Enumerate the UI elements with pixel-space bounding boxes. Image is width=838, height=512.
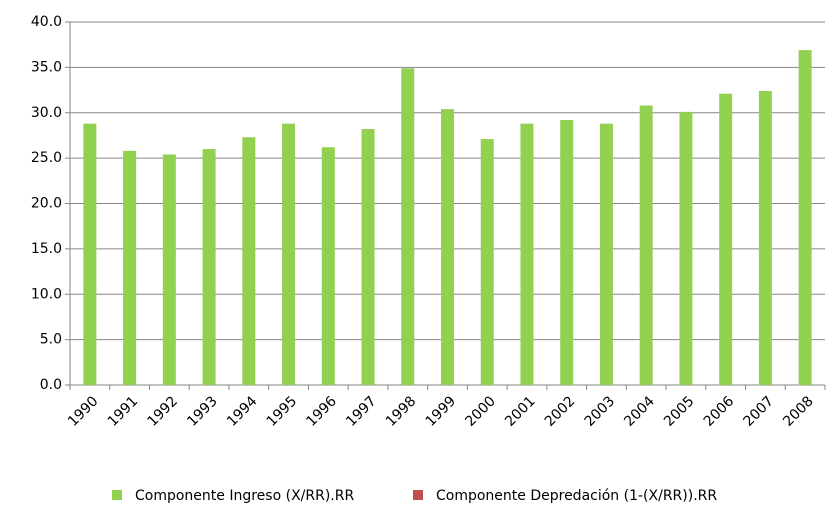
x-tick-label: 2006 (701, 393, 738, 430)
y-tick-label: 20.0 (31, 196, 62, 212)
legend-swatch (112, 490, 122, 500)
bar (599, 123, 613, 385)
bar (758, 90, 772, 385)
bar (321, 147, 335, 385)
x-tick-label: 2002 (542, 393, 579, 430)
x-tick-label: 2008 (780, 393, 817, 430)
y-tick-label: 35.0 (31, 59, 62, 75)
x-tick-label: 2001 (502, 393, 539, 430)
x-tick-label: 1995 (264, 393, 301, 430)
bar (282, 123, 296, 385)
x-tick-label: 2003 (582, 393, 619, 430)
y-tick-label: 40.0 (31, 14, 62, 30)
bar (123, 150, 137, 385)
bar (202, 149, 216, 385)
x-tick-label: 2000 (462, 393, 499, 430)
x-tick-label: 2005 (661, 393, 698, 430)
legend-swatch (413, 490, 423, 500)
legend-label: Componente Ingreso (X/RR).RR (135, 488, 354, 504)
y-tick-label: 10.0 (31, 286, 62, 302)
bar (679, 111, 693, 385)
x-tick-label: 2004 (621, 393, 658, 430)
bar (83, 123, 97, 385)
y-tick-label: 25.0 (31, 150, 62, 166)
x-tick-label: 1999 (423, 393, 460, 430)
x-tick-label: 2007 (741, 393, 778, 430)
y-tick-label: 0.0 (40, 377, 62, 393)
bar (520, 123, 534, 385)
bar (441, 109, 454, 386)
x-tick-label: 1990 (65, 393, 102, 430)
x-tick-label: 1993 (184, 393, 221, 430)
x-tick-label: 1991 (105, 393, 142, 430)
x-tick-label: 1998 (383, 393, 420, 430)
bar (639, 105, 653, 386)
x-tick-label: 1996 (303, 393, 340, 430)
bar (480, 139, 494, 385)
x-tick-label: 1992 (144, 393, 181, 430)
y-tick-label: 5.0 (40, 332, 62, 348)
bar (719, 93, 733, 385)
x-tick-label: 1994 (224, 393, 261, 430)
bar (242, 137, 256, 385)
x-tick-label: 1997 (343, 393, 380, 430)
legend-label: Componente Depredación (1-(X/RR)).RR (436, 488, 717, 504)
bar (162, 154, 176, 385)
bar (560, 120, 574, 385)
bar (798, 50, 812, 385)
y-tick-label: 15.0 (31, 241, 62, 257)
bar (401, 68, 415, 385)
y-tick-label: 30.0 (31, 105, 62, 121)
bar (361, 129, 375, 385)
